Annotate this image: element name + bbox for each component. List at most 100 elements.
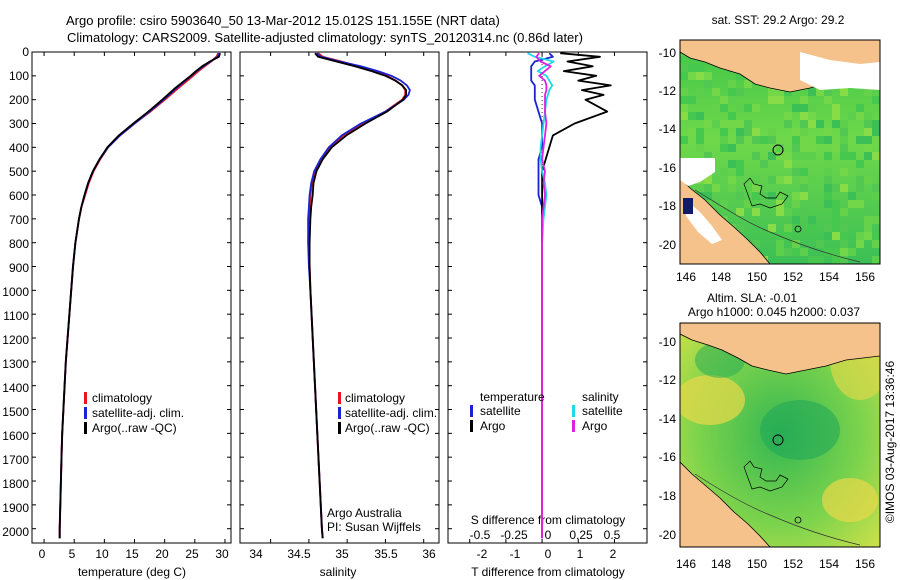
sst-pixel [856, 200, 864, 208]
legend-swatch-climatology [338, 392, 341, 404]
legend-label: Argo(..raw -QC) [92, 421, 177, 435]
sst-pixel [760, 136, 768, 144]
legend-title: salinity [582, 390, 619, 404]
reef-outline [743, 460, 789, 492]
sst-pixel [736, 208, 744, 216]
sst-pixel [840, 184, 848, 192]
legend-swatch-argo [84, 422, 87, 434]
sst-pixel [784, 120, 792, 128]
sst-pixel [736, 224, 744, 232]
x-tick: 5 [69, 547, 76, 561]
top-map-lat-ticks: -10 -12 -14 -16 -18 -20 [659, 46, 677, 252]
sst-pixel [768, 136, 776, 144]
sst-pixel [800, 192, 808, 200]
sst-pixel [744, 104, 752, 112]
no-data-area [680, 158, 715, 186]
sst-pixel [808, 224, 816, 232]
bathymetry-contour [694, 189, 861, 263]
sst-pixel [848, 152, 856, 160]
sst-pixel [704, 152, 712, 160]
title-line-1: Argo profile: csiro 5903640_50 13-Mar-20… [66, 13, 500, 28]
sst-pixel [824, 168, 832, 176]
cold-pixel [683, 198, 693, 214]
credit-line-1: Argo Australia [327, 506, 402, 520]
sst-pixel [736, 192, 744, 200]
reef-outline [743, 177, 789, 209]
legend-swatch-argo [338, 422, 341, 434]
sst-pixel [720, 136, 728, 144]
sst-pixel [824, 152, 832, 160]
sst-pixel [776, 192, 784, 200]
sst-pixel [736, 104, 744, 112]
legend-label: Argo [480, 419, 506, 433]
sst-pixel [704, 72, 712, 80]
sst-pixel [680, 104, 688, 112]
sst-pixel [744, 184, 752, 192]
sst-pixel [792, 128, 800, 136]
land-mass [680, 461, 771, 547]
sst-pixel [776, 144, 784, 152]
sst-map [680, 40, 880, 264]
imos-stamp: ©IMOS 03-Aug-2017 13:36:46 [883, 361, 897, 524]
depth-tick: 1700 [2, 453, 29, 467]
sst-pixel [816, 136, 824, 144]
sst-pixel [728, 112, 736, 120]
credit-line-2: PI: Susan Wijffels [327, 520, 421, 534]
sst-pixel [808, 144, 816, 152]
difference-x-label: T difference from climatology [471, 565, 625, 579]
x-tick: 30 [215, 547, 229, 561]
sst-pixel [784, 232, 792, 240]
legend-swatch-s-argo [572, 420, 575, 432]
sst-pixel [832, 184, 840, 192]
depth-tick: 200 [9, 93, 29, 107]
sst-pixel [800, 144, 808, 152]
series-line-argo [58, 52, 221, 539]
sst-pixel [856, 176, 864, 184]
x-tick: 35.5 [374, 547, 398, 561]
sst-pixel [840, 224, 848, 232]
sst-pixel [800, 120, 808, 128]
legend-label: satellite-adj. clim. [92, 406, 184, 420]
sst-pixel [768, 224, 776, 232]
sst-pixel [736, 168, 744, 176]
sst-pixel [800, 248, 808, 256]
temperature-series [58, 52, 221, 539]
float-position-marker [772, 434, 784, 446]
depth-tick: 900 [9, 261, 29, 275]
sst-pixel [720, 144, 728, 152]
sst-pixel [832, 104, 840, 112]
bathymetry-contour [694, 473, 861, 546]
sst-pixel [840, 256, 848, 264]
island-marker [794, 225, 802, 233]
depth-tick: 400 [9, 141, 29, 155]
sst-pixel [864, 120, 872, 128]
sst-pixel [856, 112, 864, 120]
sst-pixel [728, 96, 736, 104]
no-data-area [800, 52, 880, 90]
sst-pixel [680, 136, 688, 144]
x-tick: -1 [510, 547, 521, 561]
lat-tick: -20 [659, 528, 677, 542]
series-line-argo [308, 52, 408, 539]
sst-pixel [848, 192, 856, 200]
sst-pixel [752, 128, 760, 136]
depth-axis: 0 100 200 300 400 500 600 700 800 900 10… [2, 45, 29, 539]
sst-pixel [832, 208, 840, 216]
depth-tick: 500 [9, 165, 29, 179]
sst-pixel [792, 144, 800, 152]
depth-tick: 1300 [2, 357, 29, 371]
sst-pixel [736, 88, 744, 96]
lon-tick: 156 [855, 557, 875, 571]
lon-tick: 146 [676, 557, 696, 571]
sst-pixel [832, 232, 840, 240]
sst-pixel [784, 152, 792, 160]
sst-pixel [736, 120, 744, 128]
sst-pixel [840, 128, 848, 136]
top-map-lon-ticks: 146 148 150 152 154 156 [676, 270, 875, 284]
depth-tick: 1500 [2, 405, 29, 419]
sst-pixel [808, 88, 816, 96]
sst-pixel [872, 120, 880, 128]
x-tick: 1 [577, 547, 584, 561]
sst-pixel [824, 128, 832, 136]
sst-pixel [768, 192, 776, 200]
